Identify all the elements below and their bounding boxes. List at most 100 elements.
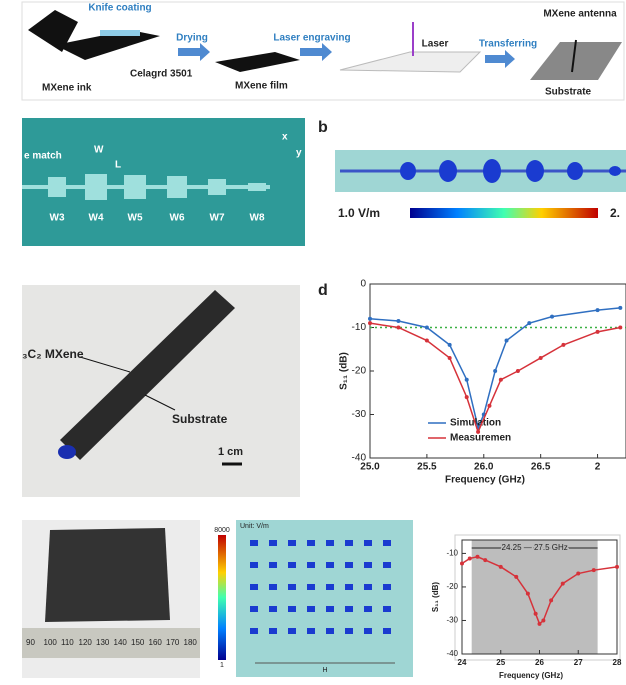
photo-bg bbox=[22, 285, 300, 497]
layout-label: L bbox=[115, 160, 121, 171]
photo-label: Substrate bbox=[172, 412, 228, 426]
data-point bbox=[549, 598, 553, 602]
field-spot bbox=[250, 540, 258, 546]
x-tick-label: 2 bbox=[595, 462, 601, 473]
data-point bbox=[505, 339, 509, 343]
field-spot bbox=[345, 562, 353, 568]
x-tick-label: 26.5 bbox=[531, 462, 551, 473]
data-point bbox=[514, 575, 518, 579]
data-point bbox=[596, 330, 600, 334]
data-point bbox=[487, 404, 491, 408]
patch bbox=[48, 177, 66, 197]
data-point bbox=[368, 321, 372, 325]
field-spot bbox=[307, 540, 315, 546]
x-axis-label: Frequency (GHz) bbox=[445, 475, 525, 486]
axis-label: x bbox=[282, 132, 288, 143]
field-spot bbox=[383, 540, 391, 546]
field-spot bbox=[307, 584, 315, 590]
scale-label: 1 bbox=[220, 662, 224, 669]
width-label: W6 bbox=[170, 213, 185, 224]
series-line bbox=[370, 308, 620, 428]
field-spot bbox=[307, 606, 315, 612]
layout-label: e match bbox=[24, 151, 62, 162]
data-point bbox=[396, 326, 400, 330]
data-point bbox=[527, 321, 531, 325]
data-point bbox=[615, 565, 619, 569]
field-spot bbox=[288, 628, 296, 634]
data-point bbox=[516, 369, 520, 373]
panel-c: ₃C₂ MXene Substrate 1 cm bbox=[22, 285, 300, 497]
data-point bbox=[425, 339, 429, 343]
data-point bbox=[550, 315, 554, 319]
patch bbox=[85, 174, 107, 200]
field-spot bbox=[269, 584, 277, 590]
data-point bbox=[396, 319, 400, 323]
data-point bbox=[483, 558, 487, 562]
y-tick-label: -30 bbox=[352, 409, 367, 420]
data-point bbox=[468, 556, 472, 560]
y-tick-label: 0 bbox=[360, 279, 366, 290]
band bbox=[472, 540, 598, 654]
ruler-label: 170 bbox=[166, 638, 180, 647]
field-spot bbox=[400, 162, 416, 180]
field-spot bbox=[250, 562, 258, 568]
scale-bar-label: 1 cm bbox=[218, 446, 243, 458]
field-spot bbox=[288, 606, 296, 612]
layout-label: W bbox=[94, 145, 104, 156]
x-tick-label: 24 bbox=[458, 658, 467, 667]
axis-label: y bbox=[296, 148, 302, 159]
field-spot bbox=[326, 540, 334, 546]
ruler-label: 120 bbox=[79, 638, 93, 647]
step-label: Drying bbox=[176, 33, 208, 44]
ruler-label: 90 bbox=[26, 638, 35, 647]
data-point bbox=[561, 343, 565, 347]
data-point bbox=[425, 326, 429, 330]
x-axis-label: Frequency (GHz) bbox=[499, 671, 563, 680]
legend-label: Measuremen bbox=[450, 433, 511, 444]
width-label: W7 bbox=[210, 213, 225, 224]
width-label: W4 bbox=[89, 213, 104, 224]
scale-label: 2. bbox=[610, 206, 620, 220]
dimension-label: H bbox=[322, 667, 327, 674]
data-point bbox=[534, 612, 538, 616]
x-tick-label: 25.5 bbox=[417, 462, 437, 473]
y-tick-label: -10 bbox=[446, 549, 458, 558]
ruler-label: 180 bbox=[184, 638, 198, 647]
data-point bbox=[541, 618, 545, 622]
material-label: MXene ink bbox=[42, 83, 92, 94]
data-point bbox=[448, 356, 452, 360]
data-point bbox=[618, 326, 622, 330]
field-spot bbox=[307, 562, 315, 568]
field-spot bbox=[269, 606, 277, 612]
material-label: MXene film bbox=[235, 81, 288, 92]
ruler-label: 100 bbox=[44, 638, 58, 647]
field-spot bbox=[250, 606, 258, 612]
data-point bbox=[539, 356, 543, 360]
field-spot bbox=[288, 584, 296, 590]
field-spot bbox=[383, 606, 391, 612]
field-spot bbox=[364, 628, 372, 634]
field-spot bbox=[364, 584, 372, 590]
y-tick-label: -20 bbox=[352, 366, 367, 377]
x-tick-label: 25.0 bbox=[360, 462, 380, 473]
panel-letter: d bbox=[318, 282, 328, 299]
field-spot bbox=[288, 562, 296, 568]
y-tick-label: -30 bbox=[446, 616, 458, 625]
figure: Knife coating Drying Laser engraving Las… bbox=[0, 0, 626, 685]
field-spot bbox=[250, 628, 258, 634]
data-point bbox=[618, 306, 622, 310]
patch bbox=[124, 175, 146, 199]
data-point bbox=[592, 568, 596, 572]
ruler-label: 160 bbox=[149, 638, 163, 647]
ruler-label: 130 bbox=[96, 638, 110, 647]
data-point bbox=[465, 378, 469, 382]
field-spot bbox=[250, 584, 258, 590]
panel-a: e match W L x y W3 W4 W5 W6 W7 W8 bbox=[22, 118, 305, 246]
patch bbox=[248, 183, 266, 191]
data-point bbox=[538, 622, 542, 626]
x-tick-label: 25 bbox=[496, 658, 505, 667]
material-label: Substrate bbox=[545, 87, 592, 98]
data-point bbox=[576, 572, 580, 576]
field-spot bbox=[326, 606, 334, 612]
step-label: Transferring bbox=[479, 39, 537, 50]
